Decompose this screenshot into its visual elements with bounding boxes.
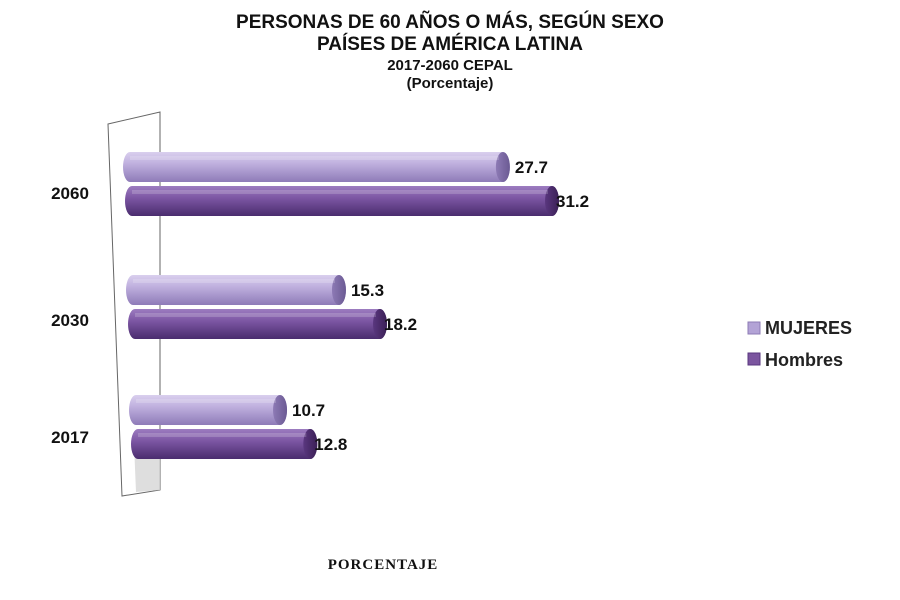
legend: MUJERES Hombres — [747, 318, 852, 370]
legend-label-mujeres: MUJERES — [765, 318, 852, 338]
chart-title: PERSONAS DE 60 AÑOS O MÁS, SEGÚN SEXO PA… — [236, 11, 664, 92]
bar-hombres-2017 — [131, 429, 318, 459]
title-line-4: (Porcentaje) — [407, 75, 494, 92]
data-label-mujeres-2017: 10.7 — [292, 401, 325, 420]
data-label-mujeres-2030: 15.3 — [351, 281, 384, 300]
title-line-2: PAÍSES DE AMÉRICA LATINA — [317, 33, 583, 55]
title-line-1: PERSONAS DE 60 AÑOS O MÁS, SEGÚN SEXO — [236, 11, 664, 33]
legend-label-hombres: Hombres — [765, 350, 843, 370]
legend-swatch-hombres — [747, 352, 761, 366]
bar-mujeres-2030 — [126, 275, 346, 305]
bar-hombres-2060 — [125, 186, 559, 216]
x-axis-label: PORCENTAJE — [328, 557, 439, 573]
bars-group — [123, 152, 559, 459]
data-label-hombres-2060: 31.2 — [556, 192, 589, 211]
bar-mujeres-2060 — [123, 152, 510, 182]
bar-mujeres-2017 — [129, 395, 288, 425]
legend-item-hombres: Hombres — [747, 350, 843, 370]
category-label-2017: 2017 — [51, 428, 89, 447]
category-labels: 2060 2030 2017 — [51, 184, 89, 447]
category-label-2030: 2030 — [51, 311, 89, 330]
bar-hombres-2030 — [128, 309, 387, 339]
data-label-mujeres-2060: 27.7 — [515, 158, 548, 177]
title-line-3: 2017-2060 CEPAL — [387, 57, 513, 74]
category-label-2060: 2060 — [51, 184, 89, 203]
data-label-hombres-2030: 18.2 — [384, 315, 417, 334]
data-label-hombres-2017: 12.8 — [314, 435, 347, 454]
data-labels: 27.7 31.2 15.318.2 10.7 12.8 — [292, 158, 589, 454]
legend-item-mujeres: MUJERES — [747, 318, 852, 338]
legend-swatch-mujeres — [747, 321, 761, 335]
